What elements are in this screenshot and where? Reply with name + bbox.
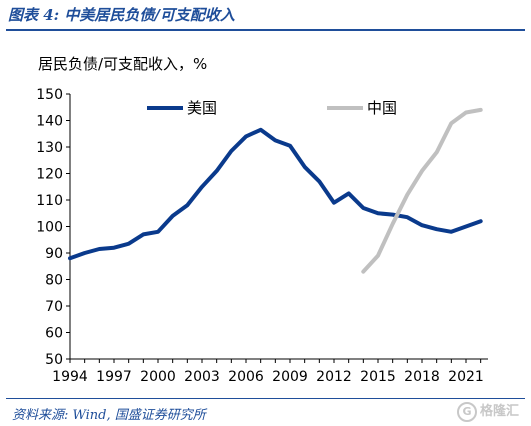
y-axis-label: 居民负债/可支配收入，% (38, 55, 207, 73)
watermark-text: 格隆汇 (479, 404, 519, 419)
header-divider (6, 29, 525, 31)
x-tick-label: 2015 (360, 369, 396, 385)
watermark-logo-icon: G (456, 402, 477, 422)
y-tick-label: 60 (45, 326, 63, 342)
legend-label: 中国 (367, 99, 397, 117)
footer-divider (6, 398, 525, 399)
x-tick-label: 1994 (52, 369, 88, 385)
y-tick-label: 50 (45, 352, 63, 368)
chart-title: 图表 4: 中美居民负债/可支配收入 (8, 6, 235, 24)
y-tick-label: 100 (36, 220, 63, 236)
y-tick-label: 90 (45, 246, 63, 262)
watermark: G 格隆汇 (456, 400, 519, 422)
x-tick-label: 2012 (316, 369, 352, 385)
y-tick-label: 130 (36, 140, 63, 156)
y-tick-label: 150 (36, 87, 63, 103)
y-tick-label: 120 (36, 167, 63, 183)
x-tick-label: 2003 (184, 369, 220, 385)
y-tick-label: 80 (45, 273, 63, 289)
series-line-china (361, 107, 483, 274)
x-tick-label: 2021 (448, 369, 484, 385)
series-lines (68, 107, 483, 274)
source-note: 资料来源: Wind, 国盛证券研究所 (12, 408, 206, 423)
x-tick-label: 2018 (404, 369, 440, 385)
x-tick-label: 2000 (140, 369, 176, 385)
y-tick-label: 70 (45, 299, 63, 315)
x-tick-label: 2006 (228, 369, 264, 385)
y-tick-label: 110 (36, 193, 63, 209)
x-tick-label: 2009 (272, 369, 308, 385)
legend: 美国 中国 (147, 99, 397, 117)
legend-label: 美国 (187, 99, 217, 117)
axes: 50 60 70 80 90 100 110 120 130 140 150 1994 1997 2000… (36, 87, 488, 385)
y-tick-label: 140 (36, 114, 63, 130)
series-line-us (68, 127, 483, 261)
x-tick-label: 1997 (96, 369, 132, 385)
